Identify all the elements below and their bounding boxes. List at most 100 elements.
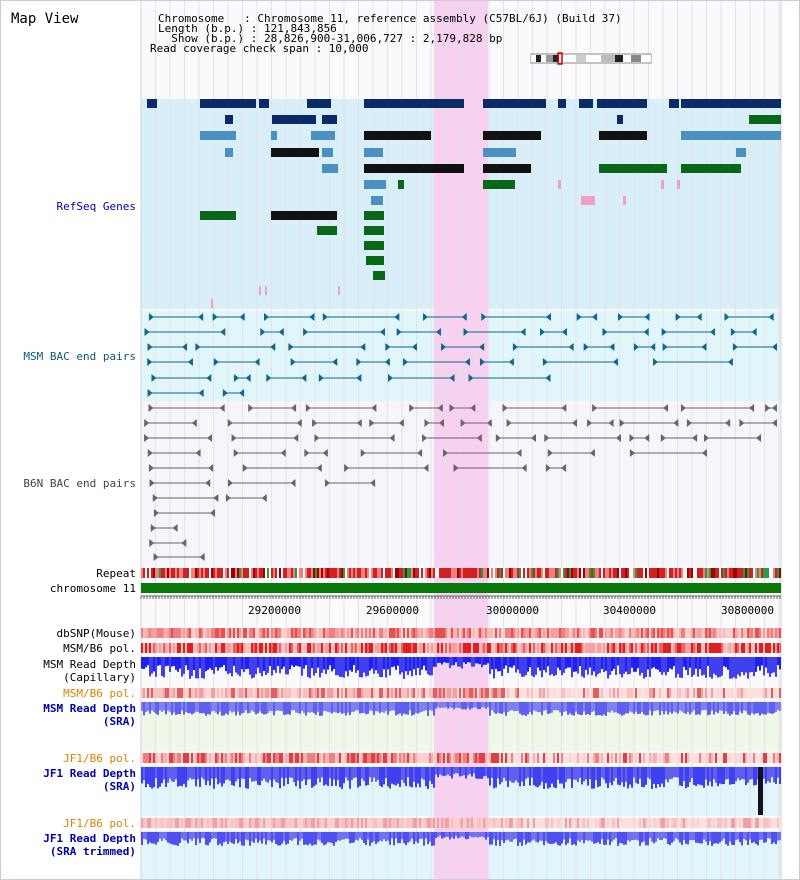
- polymorphism-cell: [333, 753, 335, 763]
- polymorphism-cell: [599, 753, 601, 763]
- depth-bar: [681, 832, 683, 845]
- polymorphism-cell: [303, 753, 305, 763]
- depth-bar: [201, 657, 203, 678]
- polymorphism-cell: [153, 643, 155, 653]
- polymorphism-cell: [485, 818, 487, 828]
- polymorphism-cell: [247, 688, 249, 698]
- polymorphism-cell: [591, 643, 593, 653]
- track-label-msm-depth-sra[interactable]: MSM Read Depth: [43, 702, 136, 715]
- track-label-msm-depth-cap[interactable]: MSM Read Depth: [43, 658, 136, 671]
- bac-end-marker: [293, 434, 299, 442]
- ideogram-position-marker: [557, 52, 563, 65]
- depth-bar: [249, 657, 251, 675]
- depth-bar: [221, 767, 223, 787]
- depth-bar: [369, 657, 371, 671]
- track-label-jf1-pol-2[interactable]: JF1/B6 pol.: [63, 817, 136, 830]
- polymorphism-cell: [689, 628, 691, 638]
- polymorphism-cell: [141, 688, 143, 698]
- polymorphism-cell: [255, 688, 257, 698]
- depth-bar: [477, 767, 479, 779]
- depth-bar: [325, 702, 327, 712]
- track-label-jf1-depth-sra[interactable]: JF1 Read Depth: [43, 767, 136, 780]
- depth-bar: [457, 702, 459, 709]
- depth-bar: [365, 767, 367, 786]
- repeat-segment: [421, 568, 423, 578]
- repeat-segment: [213, 568, 215, 578]
- polymorphism-cell: [331, 818, 333, 828]
- polymorphism-cell: [205, 818, 207, 828]
- depth-bar: [171, 832, 173, 845]
- track-label-msm-pol-2[interactable]: MSM/B6 pol.: [63, 687, 136, 700]
- track-label-jf1-depth-trim[interactable]: JF1 Read Depth: [43, 832, 136, 845]
- depth-bar: [281, 702, 283, 712]
- polymorphism-cell: [383, 628, 385, 638]
- bac-end-marker: [233, 449, 239, 457]
- polymorphism-cell: [303, 818, 305, 828]
- polymorphism-cell: [227, 643, 229, 653]
- bac-end-marker: [394, 313, 400, 321]
- polymorphism-cell: [719, 753, 721, 763]
- polymorphism-cell: [641, 818, 643, 828]
- repeat-segment: [337, 568, 339, 578]
- depth-bar: [695, 767, 697, 787]
- depth-bar: [617, 657, 619, 666]
- depth-bar: [771, 767, 773, 778]
- polymorphism-cell: [587, 688, 589, 698]
- depth-bar: [349, 657, 351, 671]
- depth-bar: [555, 657, 557, 676]
- depth-bar: [235, 702, 237, 716]
- polymorphism-cell: [339, 643, 341, 653]
- polymorphism-cell: [663, 628, 665, 638]
- depth-bar: [295, 702, 297, 713]
- polymorphism-cell: [323, 818, 325, 828]
- bac-end-marker: [187, 358, 193, 366]
- polymorphism-cell: [447, 818, 449, 828]
- repeat-segment: [237, 568, 239, 578]
- track-label-b6n-bac[interactable]: B6N BAC end pairs: [23, 477, 136, 490]
- polymorphism-cell: [395, 753, 397, 763]
- polymorphism-cell: [167, 688, 169, 698]
- repeat-segment: [447, 568, 449, 578]
- track-label-jf1-pol[interactable]: JF1/B6 pol.: [63, 752, 136, 765]
- bac-end-marker: [756, 434, 762, 442]
- polymorphism-cell: [293, 643, 295, 653]
- polymorphism-cell: [347, 628, 349, 638]
- depth-bar: [467, 702, 469, 708]
- polymorphism-cell: [539, 628, 541, 638]
- depth-bar: [203, 657, 205, 679]
- depth-bar: [749, 767, 751, 780]
- depth-bar: [467, 832, 469, 839]
- ideogram-band: [615, 55, 623, 62]
- track-label-msm-bac[interactable]: MSM BAC end pairs: [23, 350, 136, 363]
- depth-bar: [779, 657, 781, 670]
- depth-bar: [257, 657, 259, 668]
- bac-end-marker: [772, 404, 777, 412]
- track-label-dbsnp[interactable]: dbSNP(Mouse): [56, 627, 136, 640]
- polymorphism-cell: [315, 818, 317, 828]
- track-label-repeat[interactable]: Repeat: [96, 567, 136, 580]
- bac-end-marker: [356, 374, 362, 382]
- polymorphism-cell: [311, 818, 313, 828]
- polymorphism-cell: [215, 753, 217, 763]
- polymorphism-cell: [499, 643, 501, 653]
- polymorphism-cell: [527, 628, 529, 638]
- depth-bar: [531, 767, 533, 778]
- polymorphism-cell: [505, 753, 507, 763]
- track-label-refseq[interactable]: RefSeq Genes: [56, 200, 136, 213]
- depth-bar: [593, 832, 595, 844]
- repeat-segment: [259, 568, 261, 578]
- polymorphism-cell: [659, 628, 661, 638]
- track-label-msm-pol[interactable]: MSM/B6 pol.: [63, 642, 136, 655]
- polymorphism-cell: [381, 753, 383, 763]
- repeat-segment: [671, 568, 673, 578]
- depth-bar: [393, 702, 395, 711]
- bac-end-marker: [213, 358, 219, 366]
- polymorphism-cell: [181, 753, 183, 763]
- jf1-depth-spike: [758, 767, 763, 815]
- depth-bar: [691, 702, 693, 713]
- polymorphism-cell: [155, 818, 157, 828]
- polymorphism-cell: [407, 643, 409, 653]
- polymorphism-cell: [243, 753, 245, 763]
- polymorphism-cell: [309, 818, 311, 828]
